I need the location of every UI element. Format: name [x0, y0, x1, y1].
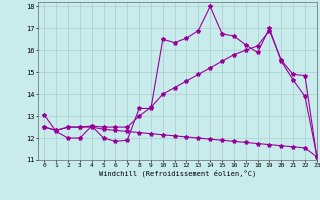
- X-axis label: Windchill (Refroidissement éolien,°C): Windchill (Refroidissement éolien,°C): [99, 170, 256, 177]
